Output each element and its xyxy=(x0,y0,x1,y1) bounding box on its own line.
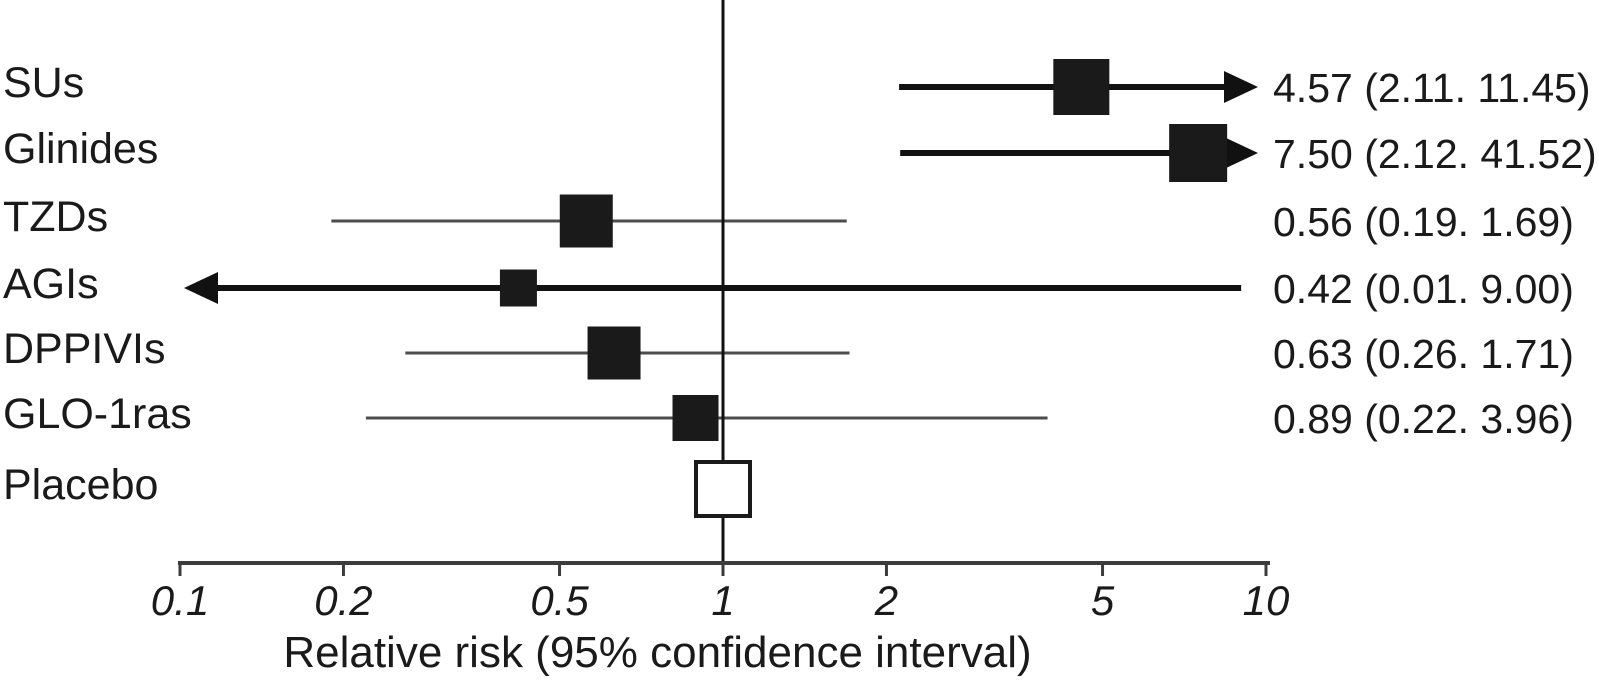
arrow-right-marker xyxy=(1224,71,1258,103)
row-label: GLO-1ras xyxy=(3,390,192,438)
x-tick-label: 10 xyxy=(1243,577,1290,624)
row-value: 0.63 (0.26. 1.71) xyxy=(1273,331,1574,377)
row-value: 7.50 (2.12. 41.52) xyxy=(1273,131,1597,177)
arrow-left-marker xyxy=(184,272,218,304)
row-label: DPPIVIs xyxy=(3,325,166,373)
estimate-marker xyxy=(499,269,537,307)
row-label: Placebo xyxy=(3,461,159,509)
row-label: TZDs xyxy=(3,193,109,241)
x-tick-label: 2 xyxy=(874,577,898,624)
x-tick-label: 0.1 xyxy=(151,577,209,624)
row-label: SUs xyxy=(3,59,85,107)
estimate-marker xyxy=(1053,59,1110,115)
row-value: 0.42 (0.01. 9.00) xyxy=(1273,266,1574,312)
row-value: 0.89 (0.22. 3.96) xyxy=(1273,396,1574,442)
estimate-marker xyxy=(587,326,641,380)
row-value: 4.57 (2.11. 11.45) xyxy=(1273,65,1591,111)
x-tick-label: 5 xyxy=(1091,577,1115,624)
row-label: Glinides xyxy=(3,125,159,173)
estimate-marker xyxy=(672,395,719,441)
arrow-right-marker xyxy=(1224,137,1258,169)
x-tick-label: 0.5 xyxy=(530,577,589,624)
estimate-marker xyxy=(1169,124,1228,182)
estimate-marker-open xyxy=(694,460,752,518)
x-tick-label: 0.2 xyxy=(314,577,372,624)
x-axis-title: Relative risk (95% confidence interval) xyxy=(283,628,1032,677)
estimate-marker xyxy=(559,194,613,248)
row-value: 0.56 (0.19. 1.69) xyxy=(1273,199,1574,245)
x-tick-label: 1 xyxy=(711,577,734,624)
row-label: AGIs xyxy=(3,260,99,308)
